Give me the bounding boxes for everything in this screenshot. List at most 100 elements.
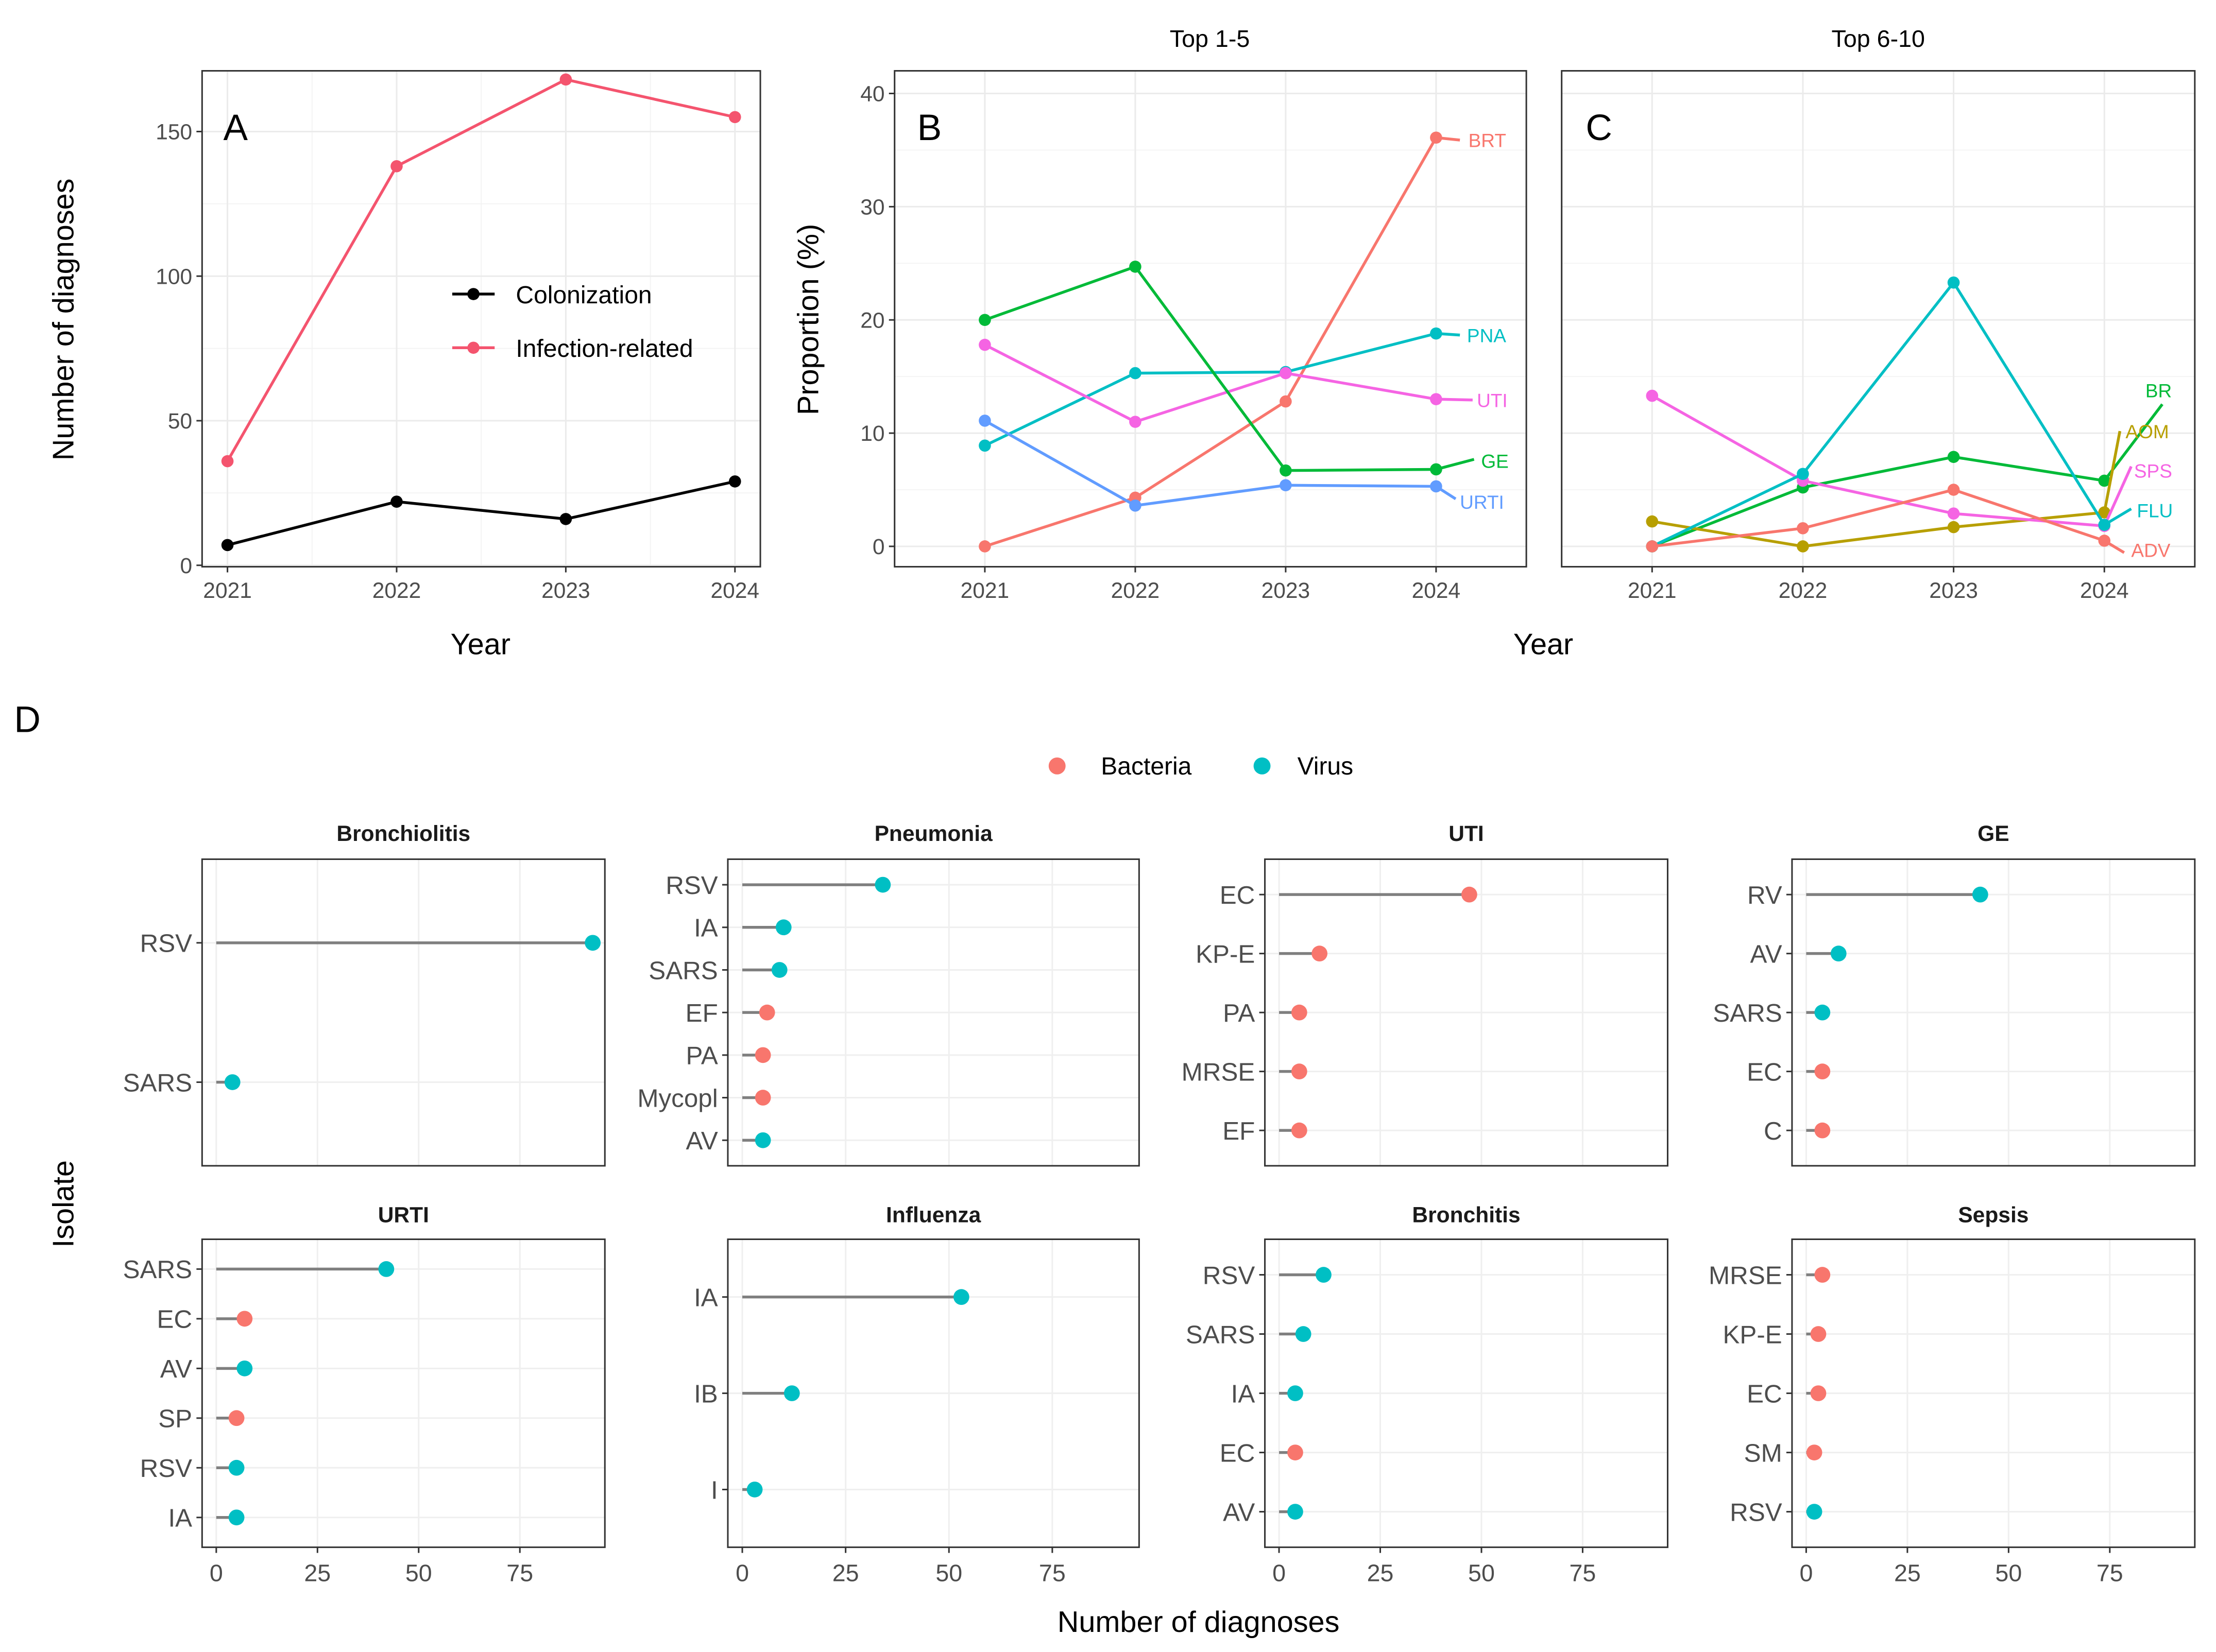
panel-b: Top 1-5 Proportion (%) BRT PNA UTI GE URTI 0 1… — [792, 25, 1527, 603]
panel-c-series-line-adv — [1651, 488, 2105, 548]
isolate-label-pneumonia-rsv: RSV — [666, 871, 718, 900]
panel-b-x-tick-label: 2021 — [961, 579, 1010, 603]
panel-c-label-connector-adv — [2103, 539, 2125, 554]
isolate-label-bronchitis-rsv: RSV — [1203, 1261, 1255, 1289]
legend-key-point-colonization — [467, 288, 480, 300]
panel-b-label-connector-ge — [1436, 458, 1475, 471]
facet-bronchitis-x-tick-label: 25 — [1367, 1559, 1394, 1586]
legend-label-colonization: Colonization — [516, 282, 652, 309]
isolate-label-urti-sp: SP — [158, 1405, 192, 1433]
isolate-label-influenza-i: I — [711, 1476, 718, 1504]
panel-b-ylabel: Proportion (%) — [792, 224, 825, 415]
lollipop-point-bronchiolitis-rsv — [585, 935, 601, 951]
facet-title-uti: UTI — [1448, 822, 1484, 846]
panel-b-point-ge-2021 — [979, 314, 991, 326]
facet-urti-x-tick-label: 75 — [506, 1559, 533, 1586]
facet-influenza-x-tick-label: 50 — [935, 1559, 962, 1586]
panel-b-series-label-uti: UTI — [1477, 390, 1508, 411]
panel-b-x-tick-label: 2022 — [1111, 579, 1160, 603]
lollipop-point-influenza-i — [746, 1482, 763, 1498]
facet-title-urti: URTI — [378, 1203, 429, 1228]
panel-c-series-label-aom: AOM — [2125, 421, 2169, 442]
panel-b-series-label-urti: URTI — [1460, 491, 1504, 513]
panel-b-border — [894, 70, 1527, 568]
facet-sepsis: Sepsis MRSE KP-E EC SM RSV 0 25 50 75 — [1709, 1203, 2196, 1586]
lollipop-point-bronchitis-sars — [1295, 1326, 1311, 1342]
facet-ge-border — [1791, 858, 2196, 1167]
isolate-label-pneumonia-av: AV — [686, 1127, 718, 1155]
panel-c-x-tick-label: 2023 — [1929, 579, 1978, 603]
panel-b-y-tick-label: 30 — [860, 195, 884, 219]
panel-b-label-connector-uti — [1436, 398, 1473, 402]
isolate-label-influenza-ia: IA — [694, 1283, 718, 1312]
isolate-label-bronchitis-av: AV — [1223, 1498, 1255, 1526]
panel-b-point-ge-2023 — [1280, 464, 1292, 477]
isolate-label-pneumonia-pa: PA — [686, 1042, 718, 1070]
panel-a-point-colonization-2024 — [729, 475, 741, 488]
panel-c-series-line-br — [1651, 455, 2105, 548]
lollipop-point-ge-sars — [1814, 1004, 1831, 1021]
facet-sepsis-x-tick-label: 0 — [1799, 1559, 1813, 1586]
panel-b-series-label-ge: GE — [1481, 450, 1508, 472]
panel-b-label-connector-pna — [1436, 332, 1460, 337]
panel-d-ylabel: Isolate — [47, 1160, 80, 1248]
panel-a-y-tick-label: 150 — [156, 121, 192, 145]
isolate-label-urti-sars: SARS — [123, 1255, 192, 1284]
facet-urti-x-tick-label: 50 — [405, 1559, 432, 1586]
panel-c-x-tick-label: 2021 — [1628, 579, 1677, 603]
facet-sepsis-border — [1791, 1238, 2196, 1548]
panel-b-point-urti-2021 — [979, 415, 991, 427]
facet-title-influenza: Influenza — [886, 1203, 981, 1228]
facet-uti: UTI EC KP-E PA MRSE EF — [1182, 822, 1668, 1167]
panel-c-label-connector-sps — [2103, 466, 2133, 527]
panel-b-point-uti-2022 — [1129, 416, 1141, 428]
panel-c-series-line-sps — [1651, 394, 2105, 528]
isolate-label-pneumonia-ia: IA — [694, 914, 718, 942]
panel-b-series-line-uti — [984, 343, 1437, 424]
facet-influenza-x-tick-label: 75 — [1039, 1559, 1066, 1586]
panel-c: Top 6-10 BR AOM SPS FLU ADV 2021 2022 2023 2024 C — [1561, 25, 2196, 603]
panel-c-series-label-br: BR — [2145, 380, 2172, 401]
facet-sepsis-x-tick-label: 25 — [1894, 1559, 1921, 1586]
facet-sepsis-x-tick-label: 75 — [2096, 1559, 2123, 1586]
lollipop-point-urti-rsv — [228, 1459, 245, 1476]
panel-b-series-line-ge — [984, 265, 1436, 472]
isolate-label-bronchiolitis-rsv: RSV — [140, 930, 193, 958]
facet-urti: URTI SARS EC AV SP RSV IA 0 25 50 75 — [123, 1203, 606, 1586]
panel-b-label-connector-brt — [1436, 136, 1460, 142]
lollipop-point-influenza-ib — [783, 1385, 800, 1401]
lollipop-point-pneumonia-av — [755, 1132, 771, 1148]
panel-a-x-tick-label: 2024 — [711, 579, 760, 603]
panel-a-point-infection-related-2024 — [729, 111, 741, 124]
panel-c-point-aom-2023 — [1947, 521, 1960, 534]
legend-key-point-infection-related — [467, 341, 480, 354]
panel-b-series-label-brt: BRT — [1469, 130, 1506, 151]
panel-a-ylabel: Number of diagnoses — [47, 179, 80, 461]
facet-urti-x-tick-label: 25 — [304, 1559, 331, 1586]
panel-c-series-label-sps: SPS — [2134, 460, 2172, 482]
panel-b-series-line-pna — [984, 332, 1437, 447]
lollipop-point-sepsis-sm — [1806, 1444, 1822, 1460]
isolate-label-uti-kp-e: KP-E — [1196, 940, 1255, 968]
isolate-label-ge-sars: SARS — [1713, 999, 1782, 1027]
panel-a: Number of diagnoses Year 0 50 100 150 2021 20… — [47, 70, 761, 661]
lollipop-point-urti-sp — [228, 1410, 245, 1426]
legend-virus-label: Virus — [1298, 753, 1354, 780]
facet-bronchitis-border — [1264, 1238, 1668, 1548]
facet-urti-x-tick-label: 0 — [210, 1559, 223, 1586]
facet-sepsis-x-tick-label: 50 — [1995, 1559, 2022, 1586]
panel-b-point-uti-2021 — [979, 338, 991, 351]
isolate-label-sepsis-ec: EC — [1747, 1380, 1782, 1408]
legend-label-infection-related: Infection-related — [516, 335, 693, 363]
lollipop-point-pneumonia-pa — [755, 1047, 771, 1063]
panel-b-y-tick-label: 40 — [860, 82, 884, 107]
lollipop-point-sepsis-ec — [1810, 1385, 1827, 1401]
facet-bronchiolitis-border — [201, 858, 606, 1167]
panel-a-point-colonization-2023 — [559, 513, 572, 525]
panel-b-point-pna-2021 — [979, 439, 991, 452]
lollipop-point-bronchitis-av — [1287, 1504, 1303, 1520]
panel-c-point-sps-2021 — [1646, 389, 1659, 402]
panel-c-point-sps-2023 — [1947, 507, 1960, 520]
panel-c-series-line-flu — [1651, 280, 2106, 548]
panel-a-point-infection-related-2023 — [559, 73, 572, 86]
